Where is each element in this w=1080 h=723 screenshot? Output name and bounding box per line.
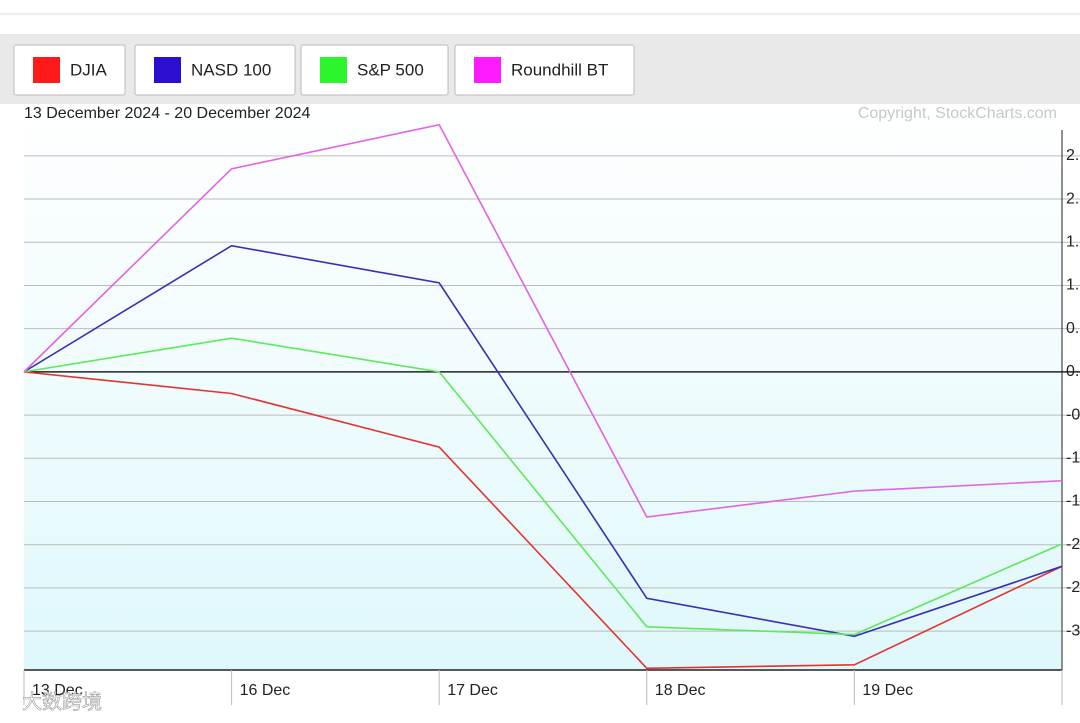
y-tick-label: 0. — [1066, 363, 1079, 380]
y-tick-label: 2. — [1066, 147, 1079, 164]
plot-area — [24, 104, 1062, 670]
legend-label: Roundhill BT — [511, 60, 608, 79]
x-tick-label: 19 Dec — [862, 682, 913, 699]
copyright: Copyright, StockCharts.com — [858, 105, 1057, 122]
series-line — [23, 371, 1063, 670]
legend-swatch — [320, 57, 347, 83]
y-tick-label: -2 — [1066, 536, 1080, 553]
y-tick-label: -0 — [1066, 406, 1080, 423]
legend-label: DJIA — [70, 60, 108, 79]
y-tick-label: 1. — [1066, 233, 1079, 250]
y-tick-label: 0. — [1066, 320, 1079, 337]
series-line — [23, 337, 1063, 636]
legend-swatch — [474, 57, 501, 83]
y-tick-label: 2. — [1066, 190, 1079, 207]
x-tick-label: 18 Dec — [655, 682, 706, 699]
y-tick-label: -2 — [1066, 579, 1080, 596]
watermark: 大数跨境 — [22, 690, 102, 713]
x-tick-label: 13 Dec — [32, 682, 83, 699]
x-tick-label: 16 Dec — [240, 682, 291, 699]
legend-swatch — [154, 57, 181, 83]
x-tick-label: 17 Dec — [447, 682, 498, 699]
legend-swatch — [33, 57, 60, 83]
legend-label: S&P 500 — [357, 60, 424, 79]
y-tick-label: -1 — [1066, 450, 1080, 467]
series-line — [23, 244, 1063, 638]
y-tick-label: -3 — [1066, 622, 1080, 639]
subtitle: 13 December 2024 - 20 December 2024 — [24, 105, 310, 122]
y-tick-label: 1. — [1066, 277, 1079, 294]
legend-label: NASD 100 — [191, 60, 271, 79]
y-tick-label: -1 — [1066, 493, 1080, 510]
series-line — [23, 123, 1063, 518]
